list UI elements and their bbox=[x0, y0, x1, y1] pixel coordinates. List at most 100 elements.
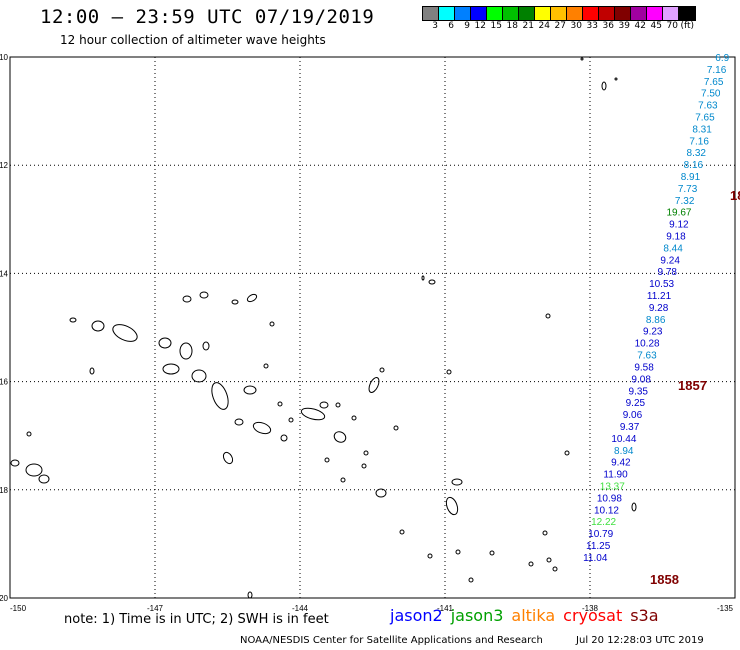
island-outline bbox=[340, 477, 346, 483]
longitude-label: -150 bbox=[10, 604, 27, 613]
island-outline bbox=[427, 553, 433, 559]
wave-height-value: 7.65 bbox=[695, 113, 715, 124]
color-swatch bbox=[631, 7, 647, 20]
satellite-legend: jason2 jason3 altika cryosat s3a bbox=[390, 606, 659, 625]
wave-height-value: 13.37 bbox=[600, 481, 625, 492]
wave-height-value: 9.08 bbox=[631, 374, 651, 385]
color-scale-label: 42 bbox=[634, 21, 646, 31]
island-outline bbox=[601, 81, 607, 91]
wave-height-value: 9.25 bbox=[626, 398, 646, 409]
wave-height-value: 11.90 bbox=[603, 470, 628, 481]
wave-height-value: 10.79 bbox=[588, 529, 613, 540]
legend-jason2: jason2 bbox=[390, 606, 443, 625]
wave-height-value: 9.12 bbox=[669, 220, 689, 231]
island-outline bbox=[528, 561, 534, 567]
island-outline bbox=[580, 57, 584, 61]
color-scale-label: 9 bbox=[464, 21, 470, 31]
island-outline bbox=[324, 457, 330, 463]
island-outline bbox=[69, 317, 77, 323]
island-outline bbox=[455, 549, 461, 555]
color-scale-label: 33 bbox=[586, 21, 598, 31]
wave-height-value: 7.63 bbox=[698, 101, 718, 112]
wave-height-value: 11.25 bbox=[586, 541, 611, 552]
track-label-1858: 1858 bbox=[650, 572, 679, 587]
island-outline bbox=[361, 463, 367, 469]
island-outline bbox=[468, 577, 474, 583]
island-outline bbox=[25, 463, 43, 477]
island-outline bbox=[552, 566, 558, 572]
wave-height-value: 9.78 bbox=[658, 267, 678, 278]
color-scale-label: 3 bbox=[432, 21, 438, 31]
color-scale-label: 18 bbox=[506, 21, 518, 31]
island-outline bbox=[182, 295, 192, 303]
island-outline bbox=[252, 421, 272, 435]
longitude-label: -147 bbox=[147, 604, 164, 613]
color-swatch bbox=[551, 7, 567, 20]
color-swatch bbox=[647, 7, 663, 20]
wave-height-value: 7.50 bbox=[701, 89, 721, 100]
color-scale-label: 27 bbox=[554, 21, 566, 31]
wave-height-value: 10.12 bbox=[594, 505, 619, 516]
island-outline bbox=[421, 275, 425, 281]
color-swatch bbox=[567, 7, 583, 20]
island-outline bbox=[546, 557, 552, 563]
island-outline bbox=[231, 299, 239, 305]
credit-text: NOAA/NESDIS Center for Satellite Applica… bbox=[240, 635, 543, 646]
island-outline bbox=[38, 474, 50, 484]
wave-height-value: 10.53 bbox=[649, 279, 674, 290]
island-outline bbox=[363, 450, 369, 456]
wave-height-value: 10.44 bbox=[611, 434, 636, 445]
island-outline bbox=[211, 382, 229, 410]
altimeter-observations: 6.97.167.657.507.637.658.317.168.328.168… bbox=[583, 53, 730, 564]
island-outline bbox=[545, 313, 551, 319]
legend-cryosat: cryosat bbox=[563, 606, 623, 625]
wave-height-value: 8.31 bbox=[692, 124, 712, 135]
wave-height-value: 7.16 bbox=[689, 136, 709, 147]
island-outline bbox=[162, 363, 180, 375]
color-swatch bbox=[519, 7, 535, 20]
color-swatch bbox=[535, 7, 551, 20]
island-outline bbox=[288, 417, 294, 423]
color-swatch bbox=[583, 7, 599, 20]
wave-height-value: 7.65 bbox=[704, 77, 724, 88]
island-outline bbox=[263, 363, 269, 369]
island-outline bbox=[191, 369, 207, 383]
latitude-labels: -10 -12 -14 -16 -18 -20 bbox=[0, 53, 9, 603]
island-outline bbox=[202, 341, 210, 351]
color-scale-bar bbox=[422, 6, 696, 21]
track-label-edge: 18 bbox=[730, 188, 740, 203]
island-outline bbox=[10, 459, 20, 467]
island-outline bbox=[112, 324, 138, 342]
wave-height-value: 8.32 bbox=[687, 148, 707, 159]
island-outline bbox=[631, 502, 637, 512]
island-outline bbox=[179, 342, 193, 360]
wave-height-value: 10.98 bbox=[597, 493, 622, 504]
latitude-label: -16 bbox=[0, 378, 9, 387]
footnote: note: 1) Time is in UTC; 2) SWH is in fe… bbox=[64, 612, 329, 627]
island-outline bbox=[399, 529, 405, 535]
wave-height-value: 11.21 bbox=[647, 291, 672, 302]
island-outline bbox=[269, 321, 275, 327]
credit-line: NOAA/NESDIS Center for Satellite Applica… bbox=[240, 635, 704, 646]
wave-height-value: 12.22 bbox=[591, 517, 616, 528]
island-outline bbox=[351, 415, 357, 421]
wave-height-value: 7.32 bbox=[675, 196, 695, 207]
island-outline bbox=[489, 550, 495, 556]
island-outline bbox=[368, 377, 380, 393]
wave-height-value: 11.04 bbox=[583, 553, 608, 564]
latitude-label: -18 bbox=[0, 486, 9, 495]
track-label-1857: 1857 bbox=[678, 378, 707, 393]
island-outline bbox=[89, 367, 95, 375]
island-outline bbox=[234, 418, 244, 426]
wave-height-value: 9.42 bbox=[611, 458, 631, 469]
color-scale-label: 6 bbox=[448, 21, 454, 31]
wave-height-value: 9.37 bbox=[620, 422, 640, 433]
island-outline bbox=[542, 530, 548, 536]
island-outline bbox=[379, 367, 385, 373]
color-scale-labels: 3 6 9 12 15 18 21 24 27 30 33 36 39 42 45 70 (ft) bbox=[422, 21, 694, 31]
island-outline bbox=[26, 431, 32, 437]
latitude-label: -20 bbox=[0, 594, 9, 603]
wave-height-value: 9.18 bbox=[666, 232, 686, 243]
page-subtitle: 12 hour collection of altimeter wave hei… bbox=[60, 33, 326, 47]
